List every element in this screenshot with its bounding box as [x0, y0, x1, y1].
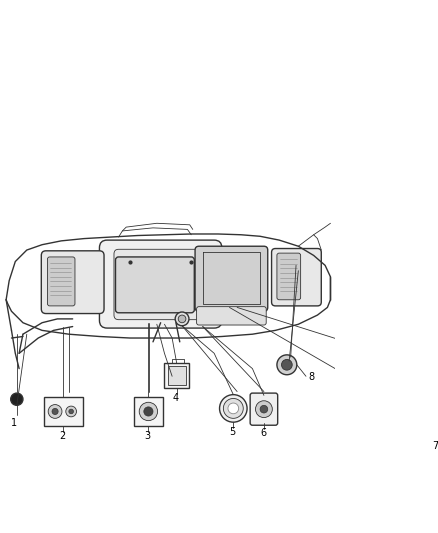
FancyBboxPatch shape [197, 306, 266, 325]
FancyBboxPatch shape [167, 366, 186, 385]
Circle shape [277, 355, 297, 375]
Circle shape [66, 406, 77, 417]
FancyBboxPatch shape [195, 246, 268, 311]
FancyBboxPatch shape [272, 248, 321, 306]
Circle shape [393, 406, 399, 412]
Circle shape [52, 408, 58, 415]
Circle shape [219, 394, 247, 422]
Text: 1: 1 [11, 418, 17, 428]
FancyBboxPatch shape [116, 257, 194, 313]
Text: 2: 2 [60, 431, 66, 441]
FancyBboxPatch shape [164, 364, 189, 387]
Text: 7: 7 [432, 441, 438, 451]
Circle shape [69, 409, 74, 414]
FancyBboxPatch shape [386, 342, 438, 400]
FancyBboxPatch shape [387, 399, 438, 419]
FancyBboxPatch shape [277, 253, 300, 300]
Circle shape [422, 406, 428, 412]
Circle shape [11, 393, 23, 405]
Circle shape [403, 406, 409, 412]
Circle shape [139, 402, 158, 421]
FancyBboxPatch shape [387, 418, 438, 433]
FancyBboxPatch shape [134, 397, 163, 426]
Circle shape [144, 407, 153, 416]
FancyBboxPatch shape [369, 328, 438, 447]
Circle shape [228, 403, 239, 414]
Text: 4: 4 [173, 393, 179, 403]
FancyBboxPatch shape [41, 251, 104, 313]
FancyBboxPatch shape [47, 257, 75, 306]
Circle shape [223, 399, 243, 418]
Text: 8: 8 [308, 372, 314, 382]
Text: 3: 3 [145, 431, 151, 441]
FancyBboxPatch shape [379, 336, 438, 440]
Circle shape [282, 359, 292, 370]
Circle shape [260, 405, 268, 413]
FancyBboxPatch shape [114, 249, 207, 320]
Circle shape [412, 406, 418, 412]
Text: 6: 6 [260, 428, 266, 438]
FancyBboxPatch shape [99, 240, 222, 328]
Circle shape [175, 312, 189, 326]
FancyBboxPatch shape [44, 397, 83, 426]
Circle shape [48, 405, 62, 418]
Circle shape [178, 315, 186, 322]
Circle shape [255, 401, 272, 417]
Text: 5: 5 [230, 427, 236, 437]
FancyBboxPatch shape [250, 393, 278, 425]
